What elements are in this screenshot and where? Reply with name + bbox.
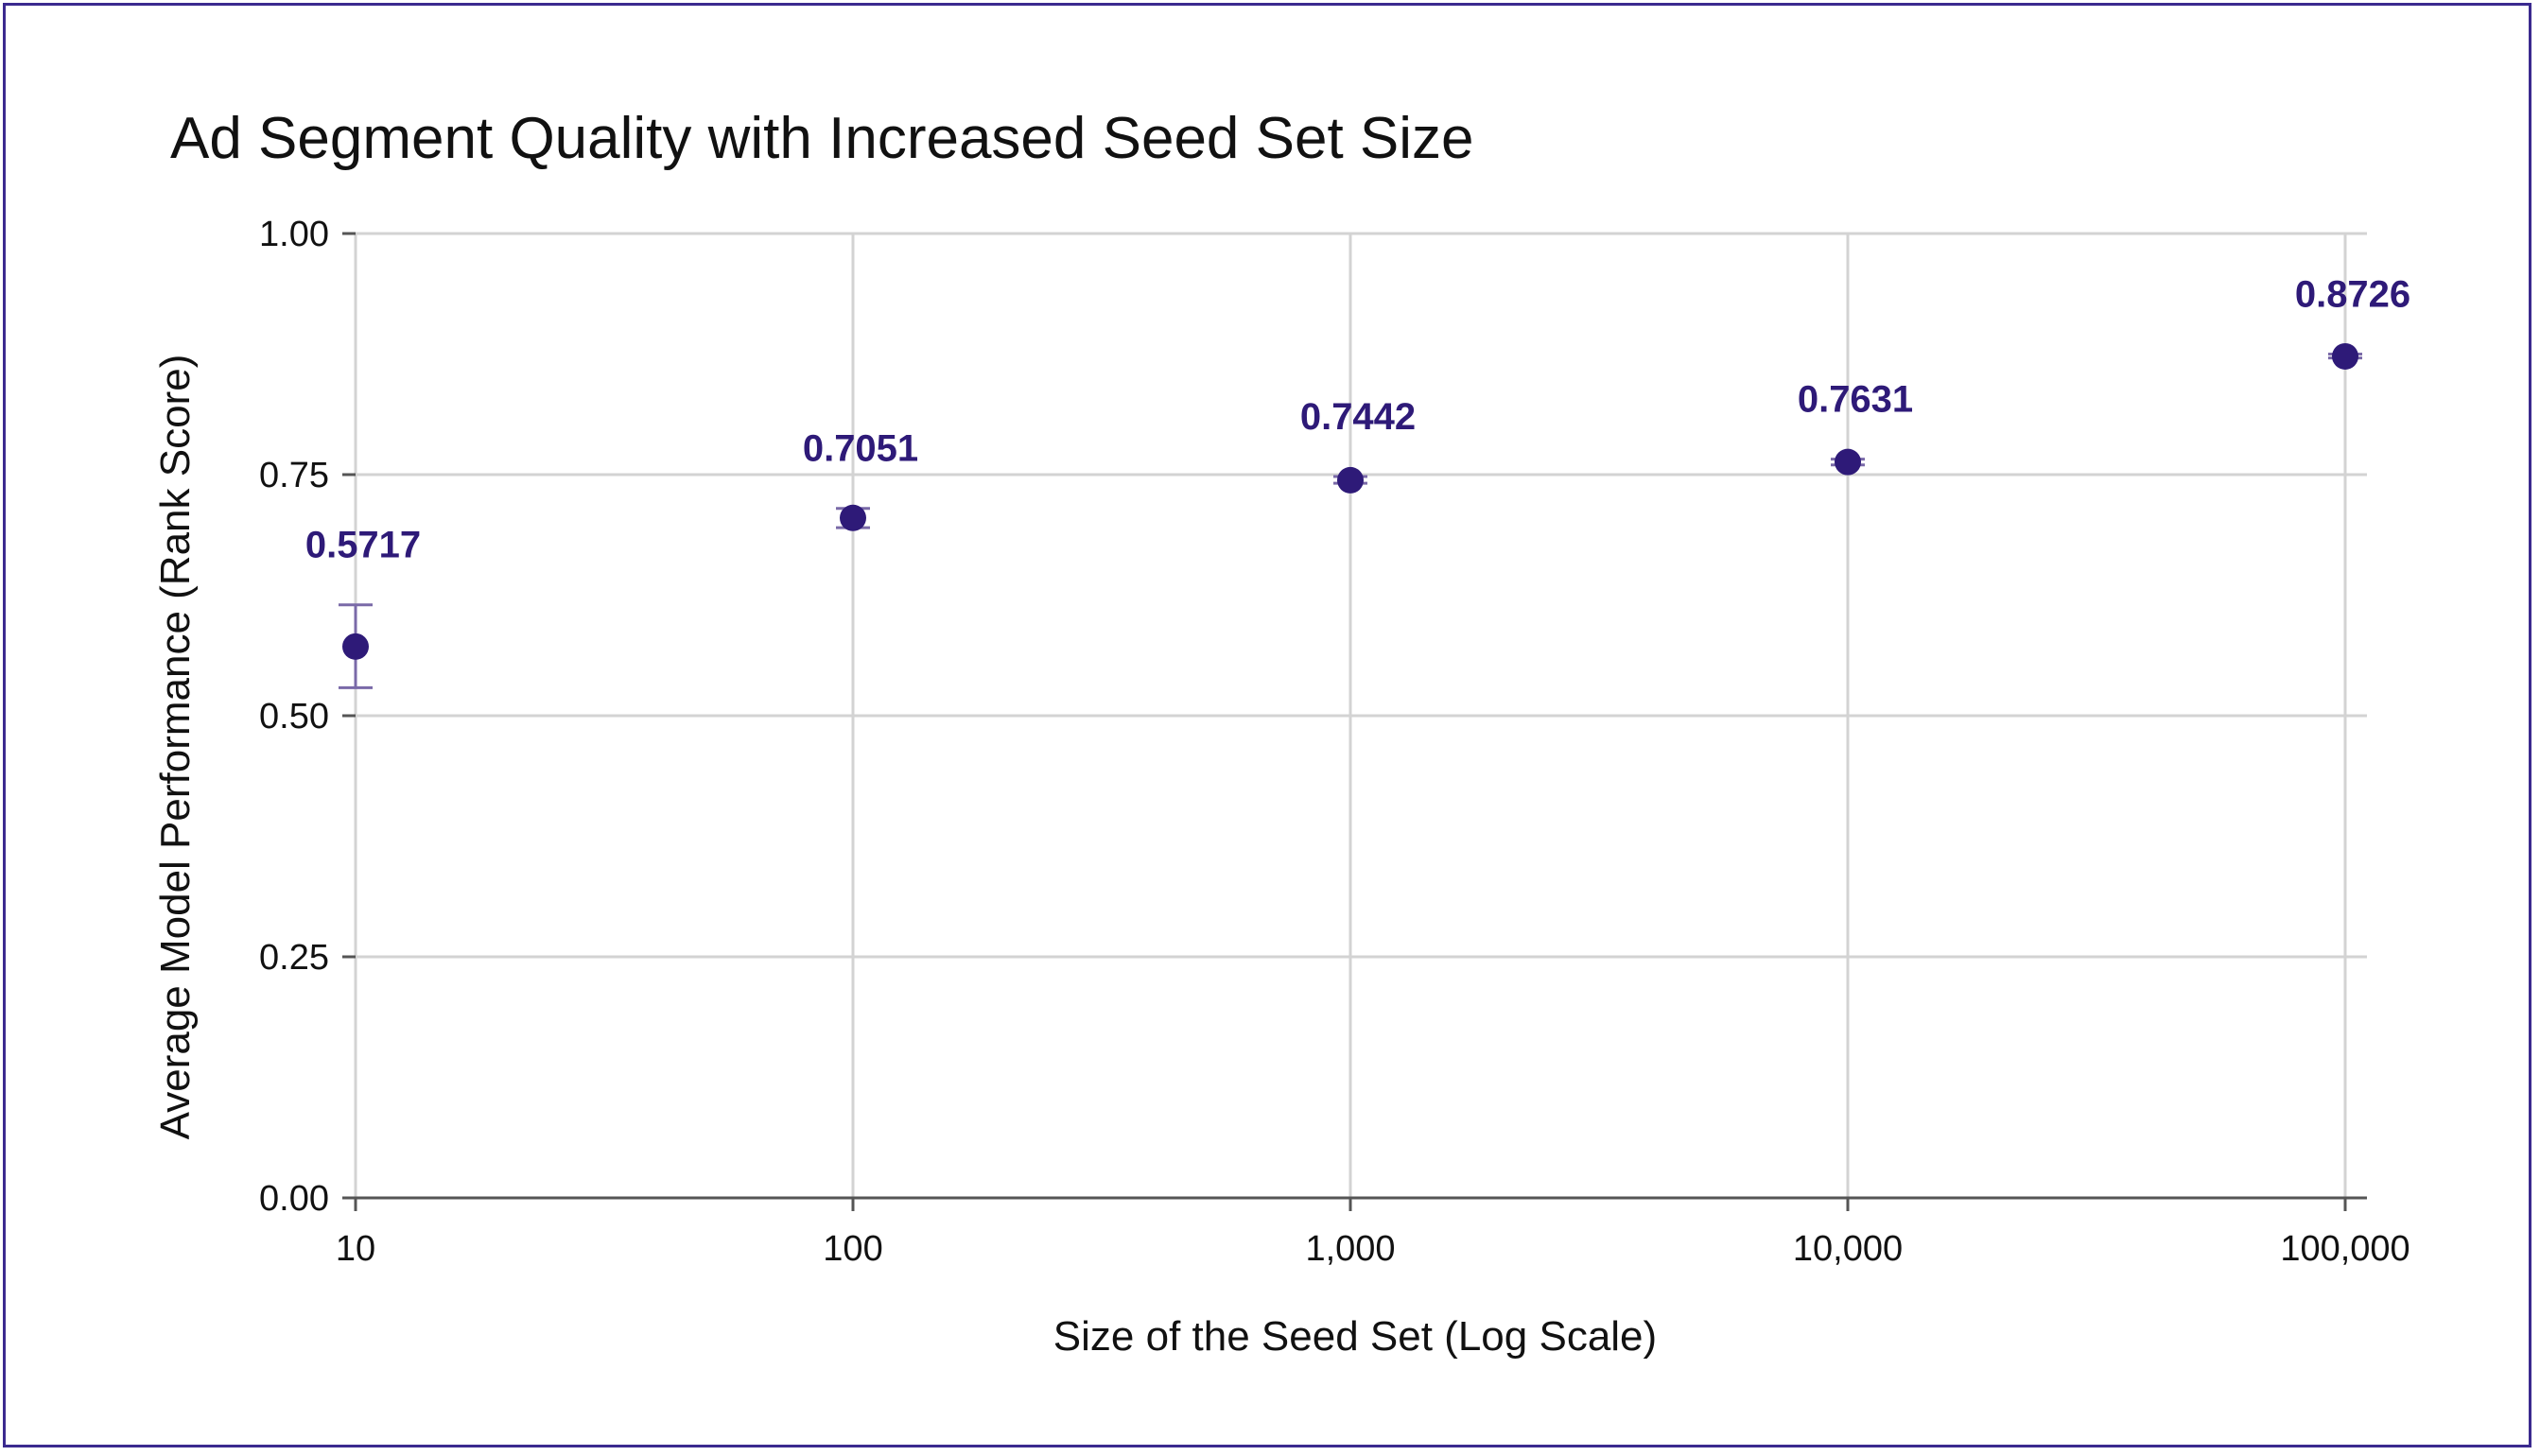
y-tick-label: 1.00 [259,215,329,254]
y-tick-label: 0.75 [259,456,329,495]
data-point [840,504,866,531]
x-axis-label: Size of the Seed Set (Log Scale) [1053,1313,1657,1360]
data-label: 0.7442 [1300,396,1416,438]
axis-layer: 0.00 0.25 0.50 0.75 1.00 10 100 1,000 10,000 100,… [259,215,2410,1269]
grid-layer [354,232,2367,1198]
y-axis-label: Average Model Performance (Rank Score) [152,355,199,1140]
data-point [1835,448,1861,476]
data-point [342,633,369,660]
y-tick-label: 0.00 [259,1179,329,1219]
data-label: 0.5717 [305,525,421,566]
data-label: 0.7051 [803,428,918,470]
y-tick-label: 0.50 [259,697,329,737]
data-point [1337,466,1364,494]
data-label: 0.7631 [1798,379,1913,421]
marks-layer: 0.5717 0.7051 0.7442 0.7631 0.8726 [305,274,2410,689]
data-label: 0.8726 [2295,274,2410,316]
x-tick-label: 1,000 [1305,1229,1395,1269]
data-point [2332,342,2358,370]
x-tick-label: 100 [823,1229,882,1269]
chart-title: Ad Segment Quality with Increased Seed S… [170,106,1474,171]
y-tick-label: 0.25 [259,938,329,978]
x-tick-label: 100,000 [2280,1229,2410,1269]
chart-frame [3,3,2531,1447]
x-tick-label: 10,000 [1793,1229,1903,1269]
x-tick-label: 10 [336,1229,375,1269]
